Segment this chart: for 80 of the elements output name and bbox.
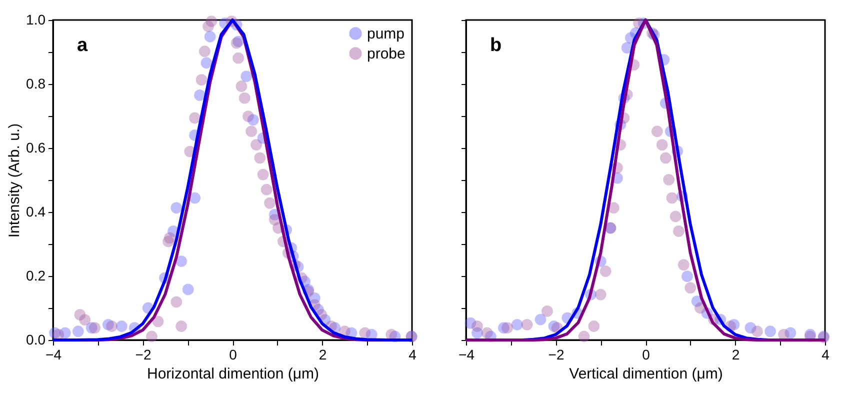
point: [481, 327, 493, 339]
x-tick-label: −4: [46, 346, 62, 362]
point: [116, 320, 128, 332]
point: [764, 326, 776, 338]
legend-label: probe: [367, 46, 406, 62]
point: [594, 288, 606, 300]
y-tick-label: 1.0: [26, 12, 46, 28]
x-axis-title: Vertical dimention (μm): [569, 366, 723, 382]
point: [200, 57, 212, 69]
point: [164, 232, 176, 244]
x-tick-label: 2: [318, 346, 327, 362]
point: [752, 326, 763, 338]
point: [663, 174, 675, 186]
point: [257, 168, 269, 180]
legend-label: pump: [367, 26, 405, 42]
point: [198, 46, 210, 58]
point: [106, 320, 118, 332]
point: [534, 314, 546, 326]
point: [254, 152, 266, 164]
point: [511, 318, 523, 330]
x-tick-label: −2: [135, 346, 152, 362]
point: [79, 314, 91, 326]
x-tick-label: −4: [458, 346, 475, 362]
point: [189, 112, 201, 124]
point: [250, 139, 262, 150]
point: [176, 320, 188, 332]
point: [196, 74, 208, 86]
point: [673, 226, 684, 237]
y-tick-label: 0.8: [26, 76, 46, 92]
point: [146, 330, 158, 342]
point: [242, 110, 254, 122]
point: [651, 126, 663, 138]
point: [170, 202, 182, 214]
point: [170, 296, 182, 308]
point: [359, 327, 371, 339]
point: [588, 320, 600, 332]
point: [670, 210, 682, 222]
point: [232, 52, 244, 64]
point: [176, 256, 188, 267]
y-axis-title: Intensity (Arb. u.): [6, 123, 24, 238]
point: [521, 318, 533, 330]
point: [72, 326, 84, 338]
point: [600, 266, 612, 277]
point: [264, 197, 276, 209]
point: [246, 126, 258, 138]
x-axis-title: Horizontal dimention (μm): [146, 366, 320, 382]
x-tick-label: 0: [642, 346, 650, 362]
annotation: b: [490, 35, 502, 56]
point: [206, 16, 218, 27]
point: [542, 306, 553, 317]
point: [502, 322, 513, 334]
point: [578, 330, 590, 342]
point: [189, 192, 201, 204]
x-tick-label: −2: [548, 346, 564, 362]
point: [472, 320, 483, 332]
y-tick-label: 0.2: [26, 268, 46, 284]
x-tick-label: 0: [229, 346, 238, 362]
annotation: a: [77, 35, 88, 56]
point: [238, 92, 250, 104]
x-tick-label: 2: [732, 346, 740, 362]
x-tick-label: 4: [408, 346, 417, 362]
point: [236, 80, 248, 92]
point: [260, 184, 272, 196]
point: [240, 70, 252, 82]
point: [684, 282, 696, 294]
point: [152, 316, 164, 328]
point: [666, 192, 678, 204]
point: [656, 139, 668, 150]
x-tick-label: 4: [822, 346, 830, 362]
point: [678, 259, 690, 270]
point: [660, 152, 672, 164]
point: [608, 202, 620, 214]
point: [182, 284, 194, 296]
point: [204, 30, 216, 42]
y-tick-label: 0.4: [26, 204, 46, 220]
point: [682, 270, 693, 282]
y-tick-label: 0.6: [26, 140, 46, 156]
point: [194, 90, 206, 101]
y-tick-label: 0.0: [26, 332, 46, 348]
point: [89, 322, 100, 334]
